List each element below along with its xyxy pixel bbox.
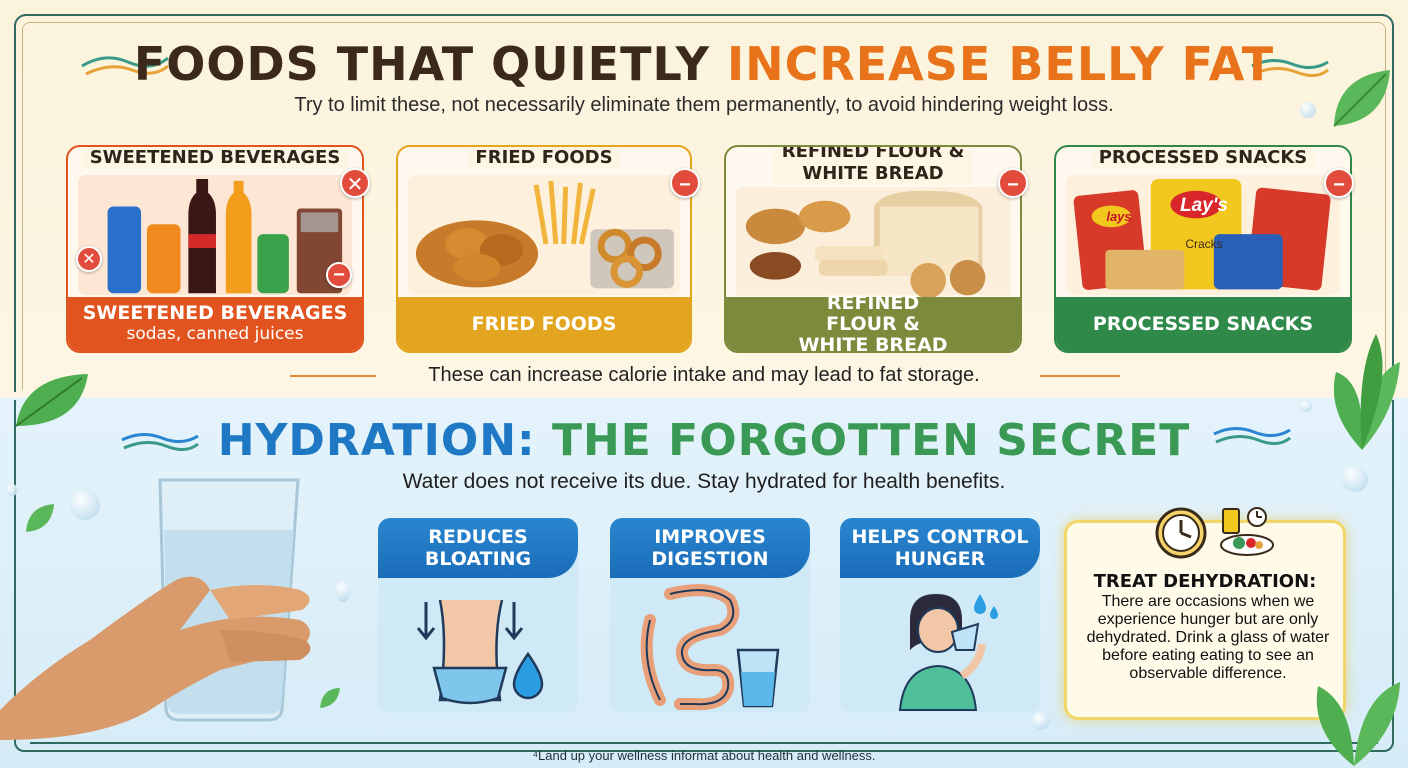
card-band-label: SWEETENED BEVERAGES xyxy=(82,302,348,324)
swoosh-right-bottom-icon xyxy=(1213,427,1291,445)
water-drop-icon xyxy=(512,651,544,700)
tip-box: TREAT DEHYDRATION: There are occasions w… xyxy=(1064,507,1346,720)
digestion-illustration xyxy=(640,584,780,711)
card-sweetened-beverages: SWEETENED BEVERAGES SWEETENED BEVERAGES … xyxy=(66,145,364,353)
minus-icon: − xyxy=(998,168,1028,198)
x-icon: ✕ xyxy=(76,246,102,272)
mint-leaf-icon xyxy=(15,374,88,427)
bottom-divider xyxy=(30,742,1378,744)
mint-leaf-icon xyxy=(1316,682,1400,766)
note-rule-right xyxy=(1040,375,1120,377)
snacks-illustration xyxy=(1066,175,1340,296)
title-bottom-part1: HYDRATION: xyxy=(217,415,552,466)
minus-icon: − xyxy=(326,262,352,288)
swoosh-left-top-icon xyxy=(81,56,169,76)
fried-foods-illustration xyxy=(408,175,680,296)
top-frame xyxy=(14,14,1394,392)
clock-icon xyxy=(1155,507,1207,559)
card-band: FRIED FOODS xyxy=(398,297,690,351)
water-drop-icon xyxy=(6,484,18,496)
title-top-part2: INCREASE BELLY FAT xyxy=(726,37,1275,91)
card-heading: HELPS CONTROL HUNGER xyxy=(840,518,1040,578)
card-processed-snacks: PROCESSED SNACKS lays Lay's Cracks PROCE… xyxy=(1054,145,1352,353)
subtitle-bottom: Water does not receive its due. Stay hyd… xyxy=(402,470,1006,493)
card-heading: REDUCES BLOATING xyxy=(378,518,578,578)
note-rule-left xyxy=(290,375,376,377)
card-band-label: PROCESSED SNACKS xyxy=(1092,312,1314,335)
card-band-label: REFINED FLOUR & WHITE BREAD xyxy=(798,291,948,353)
water-drop-icon xyxy=(1300,400,1312,412)
swoosh-left-bottom-icon xyxy=(121,433,199,451)
card-band: PROCESSED SNACKS xyxy=(1056,297,1350,351)
mint-leaf-icon xyxy=(320,688,340,708)
bottom-frame xyxy=(14,400,1394,752)
water-glass-hand-illustration xyxy=(0,478,311,740)
minus-icon: − xyxy=(1324,168,1354,198)
title-bottom-part2: THE FORGOTTEN SECRET xyxy=(551,415,1191,466)
bloating-illustration xyxy=(416,599,544,705)
footer-note: ⁴Land up your wellness informat about he… xyxy=(532,748,876,763)
tip-title: TREAT DEHYDRATION: xyxy=(1093,571,1317,592)
card-reduces-bloating: REDUCES BLOATING xyxy=(378,518,578,713)
card-improves-digestion: IMPROVES DIGESTION xyxy=(610,518,810,713)
top-frame-inner xyxy=(22,22,1386,390)
chip-flavor-label: Cracks xyxy=(1185,237,1223,251)
card-band: SWEETENED BEVERAGES sodas, canned juices xyxy=(68,297,362,351)
subtitle-top: Try to limit these, not necessarily elim… xyxy=(294,94,1114,116)
meal-icon xyxy=(1220,507,1274,556)
water-drop-icon xyxy=(336,580,350,602)
card-heading: SWEETENED BEVERAGES xyxy=(68,147,362,169)
card-heading: PROCESSED SNACKS xyxy=(1056,147,1350,169)
tip-body: There are occasions when we experience h… xyxy=(1086,593,1330,682)
card-band-sublabel: sodas, canned juices xyxy=(126,324,304,344)
card-helps-control-hunger: HELPS CONTROL HUNGER xyxy=(840,518,1040,713)
arrow-down-icon xyxy=(416,602,524,641)
water-drop-icon xyxy=(70,490,100,520)
minus-icon: − xyxy=(670,168,700,198)
water-drop-icon xyxy=(1300,102,1316,118)
card-fried-foods: FRIED FOODS FRIED FOODS xyxy=(396,145,692,353)
water-drop-icon xyxy=(1342,466,1368,492)
drinking-person-icon xyxy=(898,594,998,711)
card-refined-flour: REFINED FLOUR & WHITE BREAD REFINED FLOU… xyxy=(724,145,1022,353)
card-band: REFINED FLOUR & WHITE BREAD xyxy=(726,292,1020,351)
swoosh-right-top-icon xyxy=(1251,59,1329,77)
title-top-part1: FOODS THAT QUIETLY xyxy=(133,37,727,91)
card-heading: REFINED FLOUR & WHITE BREAD xyxy=(726,147,1020,185)
x-icon: ✕ xyxy=(340,168,370,198)
mint-leaf-icon xyxy=(26,504,54,532)
card-band-label: FRIED FOODS xyxy=(471,312,617,335)
chip-brand-label-main: Lay's xyxy=(1180,195,1228,216)
card-heading: IMPROVES DIGESTION xyxy=(610,518,810,578)
bread-illustration xyxy=(736,187,1010,299)
note-top: These can increase calorie intake and ma… xyxy=(428,364,980,386)
card-heading: FRIED FOODS xyxy=(398,147,690,169)
intestine-icon xyxy=(664,584,740,711)
mint-leaf-icon xyxy=(1333,334,1400,450)
beverages-illustration xyxy=(78,175,352,296)
water-drop-icon xyxy=(1032,712,1050,730)
page-title-top: FOODS THAT QUIETLY INCREASE BELLY FAT xyxy=(0,36,1408,92)
mint-leaf-icon xyxy=(1333,70,1390,127)
chip-brand-label: lays xyxy=(1106,209,1132,224)
page-title-bottom: HYDRATION: THE FORGOTTEN SECRET xyxy=(0,414,1408,468)
